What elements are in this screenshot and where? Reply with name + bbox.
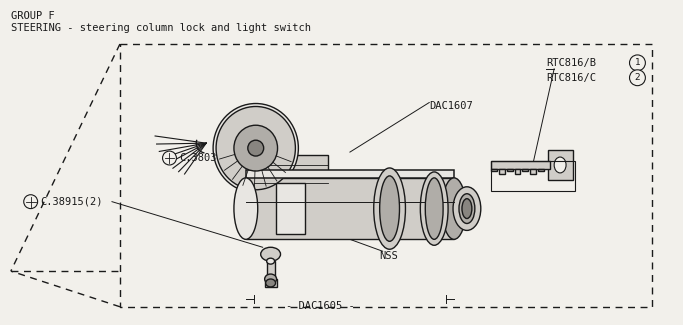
Bar	[490, 161, 575, 191]
Ellipse shape	[462, 199, 472, 218]
Ellipse shape	[213, 103, 298, 193]
Ellipse shape	[248, 140, 264, 156]
Ellipse shape	[216, 107, 295, 190]
Ellipse shape	[234, 178, 257, 239]
Circle shape	[630, 70, 645, 86]
Ellipse shape	[266, 279, 275, 287]
Text: 1: 1	[635, 58, 641, 67]
Text: DAC1607: DAC1607	[429, 100, 473, 110]
Bar	[538, 169, 544, 171]
Ellipse shape	[234, 125, 277, 171]
Circle shape	[24, 195, 38, 209]
Text: RTC816/B: RTC816/B	[546, 58, 596, 68]
Text: RTC816/C: RTC816/C	[546, 73, 596, 83]
Bar	[254, 155, 328, 193]
Circle shape	[630, 55, 645, 71]
Text: NSS: NSS	[380, 251, 398, 261]
Bar	[246, 178, 454, 239]
Bar	[514, 169, 520, 174]
Ellipse shape	[453, 187, 481, 230]
Ellipse shape	[442, 178, 466, 239]
Bar	[266, 261, 275, 279]
Ellipse shape	[374, 168, 406, 249]
Bar	[490, 161, 550, 169]
Bar	[490, 169, 497, 171]
Circle shape	[163, 151, 176, 165]
Bar	[531, 169, 536, 174]
Text: GROUP F: GROUP F	[11, 11, 55, 21]
Ellipse shape	[420, 172, 448, 245]
Ellipse shape	[266, 258, 275, 264]
Ellipse shape	[459, 194, 475, 224]
Bar	[548, 150, 573, 180]
Ellipse shape	[264, 274, 277, 284]
Ellipse shape	[242, 155, 266, 193]
Ellipse shape	[554, 157, 566, 173]
Text: 2: 2	[635, 73, 640, 82]
Ellipse shape	[261, 247, 281, 261]
Bar	[499, 169, 505, 174]
Ellipse shape	[380, 176, 400, 241]
Text: C.38037: C.38037	[180, 153, 223, 163]
Text: STEERING - steering column lock and light switch: STEERING - steering column lock and ligh…	[11, 23, 311, 33]
Bar	[522, 169, 529, 171]
Ellipse shape	[426, 178, 443, 239]
Polygon shape	[246, 170, 454, 178]
Text: C.38915(2): C.38915(2)	[40, 197, 103, 207]
Bar	[507, 169, 512, 171]
Bar	[275, 183, 305, 234]
Bar	[264, 279, 277, 287]
Text: - DAC1605 -: - DAC1605 -	[285, 301, 354, 311]
